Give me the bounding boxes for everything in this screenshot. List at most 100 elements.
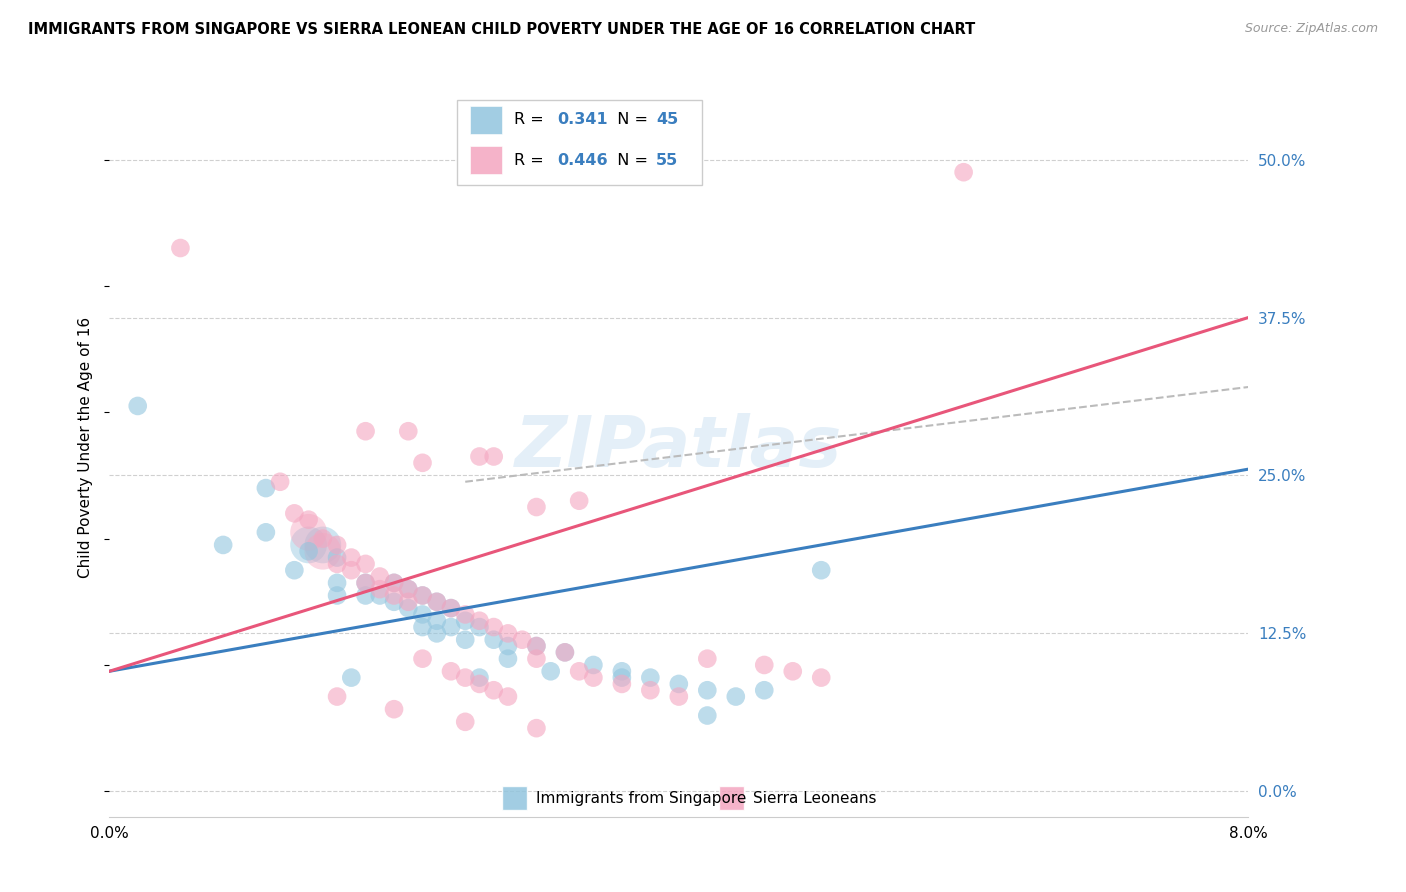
Point <box>382 575 405 590</box>
Text: Sierra Leoneans: Sierra Leoneans <box>752 790 876 805</box>
Text: Source: ZipAtlas.com: Source: ZipAtlas.com <box>1244 22 1378 36</box>
Point <box>696 708 718 723</box>
Point <box>696 651 718 665</box>
Point <box>382 595 405 609</box>
Text: 0.446: 0.446 <box>557 153 607 168</box>
Point <box>610 665 633 679</box>
Point <box>368 589 391 603</box>
Point <box>169 241 191 255</box>
Text: ZIPatlas: ZIPatlas <box>515 412 842 482</box>
Point <box>526 500 548 514</box>
Point <box>568 665 591 679</box>
Point <box>468 677 491 691</box>
Point <box>696 683 718 698</box>
Point <box>312 544 335 558</box>
Point <box>326 589 349 603</box>
Point <box>496 651 519 665</box>
Point <box>454 632 477 647</box>
Point <box>496 690 519 704</box>
Point <box>354 424 377 438</box>
Point <box>454 614 477 628</box>
Text: N =: N = <box>607 112 654 127</box>
Point <box>426 626 449 640</box>
Point <box>426 614 449 628</box>
Point <box>640 671 662 685</box>
Point <box>454 671 477 685</box>
Point <box>354 589 377 603</box>
Point <box>326 690 349 704</box>
Point <box>297 538 319 552</box>
Point <box>540 665 562 679</box>
Point <box>297 513 319 527</box>
Point <box>426 595 449 609</box>
Point <box>368 582 391 596</box>
Point <box>212 538 235 552</box>
Point <box>582 671 605 685</box>
Point <box>382 575 405 590</box>
Text: R =: R = <box>513 153 548 168</box>
Bar <box>502 786 527 810</box>
Point <box>412 620 434 634</box>
Point <box>412 456 434 470</box>
Point <box>482 620 505 634</box>
Point <box>640 683 662 698</box>
Point <box>468 450 491 464</box>
Point <box>554 645 576 659</box>
Point <box>468 671 491 685</box>
Point <box>754 657 776 672</box>
Point <box>326 557 349 571</box>
Bar <box>718 786 744 810</box>
Point <box>952 165 974 179</box>
Point <box>496 626 519 640</box>
Point <box>668 677 690 691</box>
Point <box>412 607 434 622</box>
Point <box>412 589 434 603</box>
Point <box>326 575 349 590</box>
Point <box>283 507 305 521</box>
Point <box>454 607 477 622</box>
Point <box>382 589 405 603</box>
Point <box>510 632 533 647</box>
Text: 0.341: 0.341 <box>557 112 607 127</box>
Point <box>526 721 548 735</box>
Text: 55: 55 <box>657 153 678 168</box>
FancyBboxPatch shape <box>457 100 702 185</box>
Point <box>440 601 463 615</box>
Point <box>440 620 463 634</box>
Point <box>396 424 419 438</box>
Point <box>526 639 548 653</box>
Point <box>283 563 305 577</box>
Point <box>396 601 419 615</box>
Point <box>269 475 291 489</box>
Point <box>127 399 149 413</box>
Point <box>810 671 832 685</box>
Point <box>754 683 776 698</box>
Point <box>482 683 505 698</box>
Point <box>382 702 405 716</box>
Text: R =: R = <box>513 112 548 127</box>
Point <box>326 550 349 565</box>
Point <box>782 665 804 679</box>
Point <box>354 557 377 571</box>
Point <box>326 538 349 552</box>
Point <box>568 493 591 508</box>
Point <box>440 601 463 615</box>
Point <box>482 450 505 464</box>
Point <box>810 563 832 577</box>
Text: 45: 45 <box>657 112 678 127</box>
Bar <box>471 105 502 134</box>
Point <box>526 639 548 653</box>
Text: N =: N = <box>607 153 654 168</box>
Point <box>454 714 477 729</box>
Point <box>312 532 335 546</box>
Point <box>396 582 419 596</box>
Point <box>412 589 434 603</box>
Point <box>354 575 377 590</box>
Point <box>554 645 576 659</box>
Text: Immigrants from Singapore: Immigrants from Singapore <box>537 790 747 805</box>
Point <box>482 632 505 647</box>
Point <box>610 671 633 685</box>
Point <box>582 657 605 672</box>
Point <box>340 550 363 565</box>
Text: IMMIGRANTS FROM SINGAPORE VS SIERRA LEONEAN CHILD POVERTY UNDER THE AGE OF 16 CO: IMMIGRANTS FROM SINGAPORE VS SIERRA LEON… <box>28 22 976 37</box>
